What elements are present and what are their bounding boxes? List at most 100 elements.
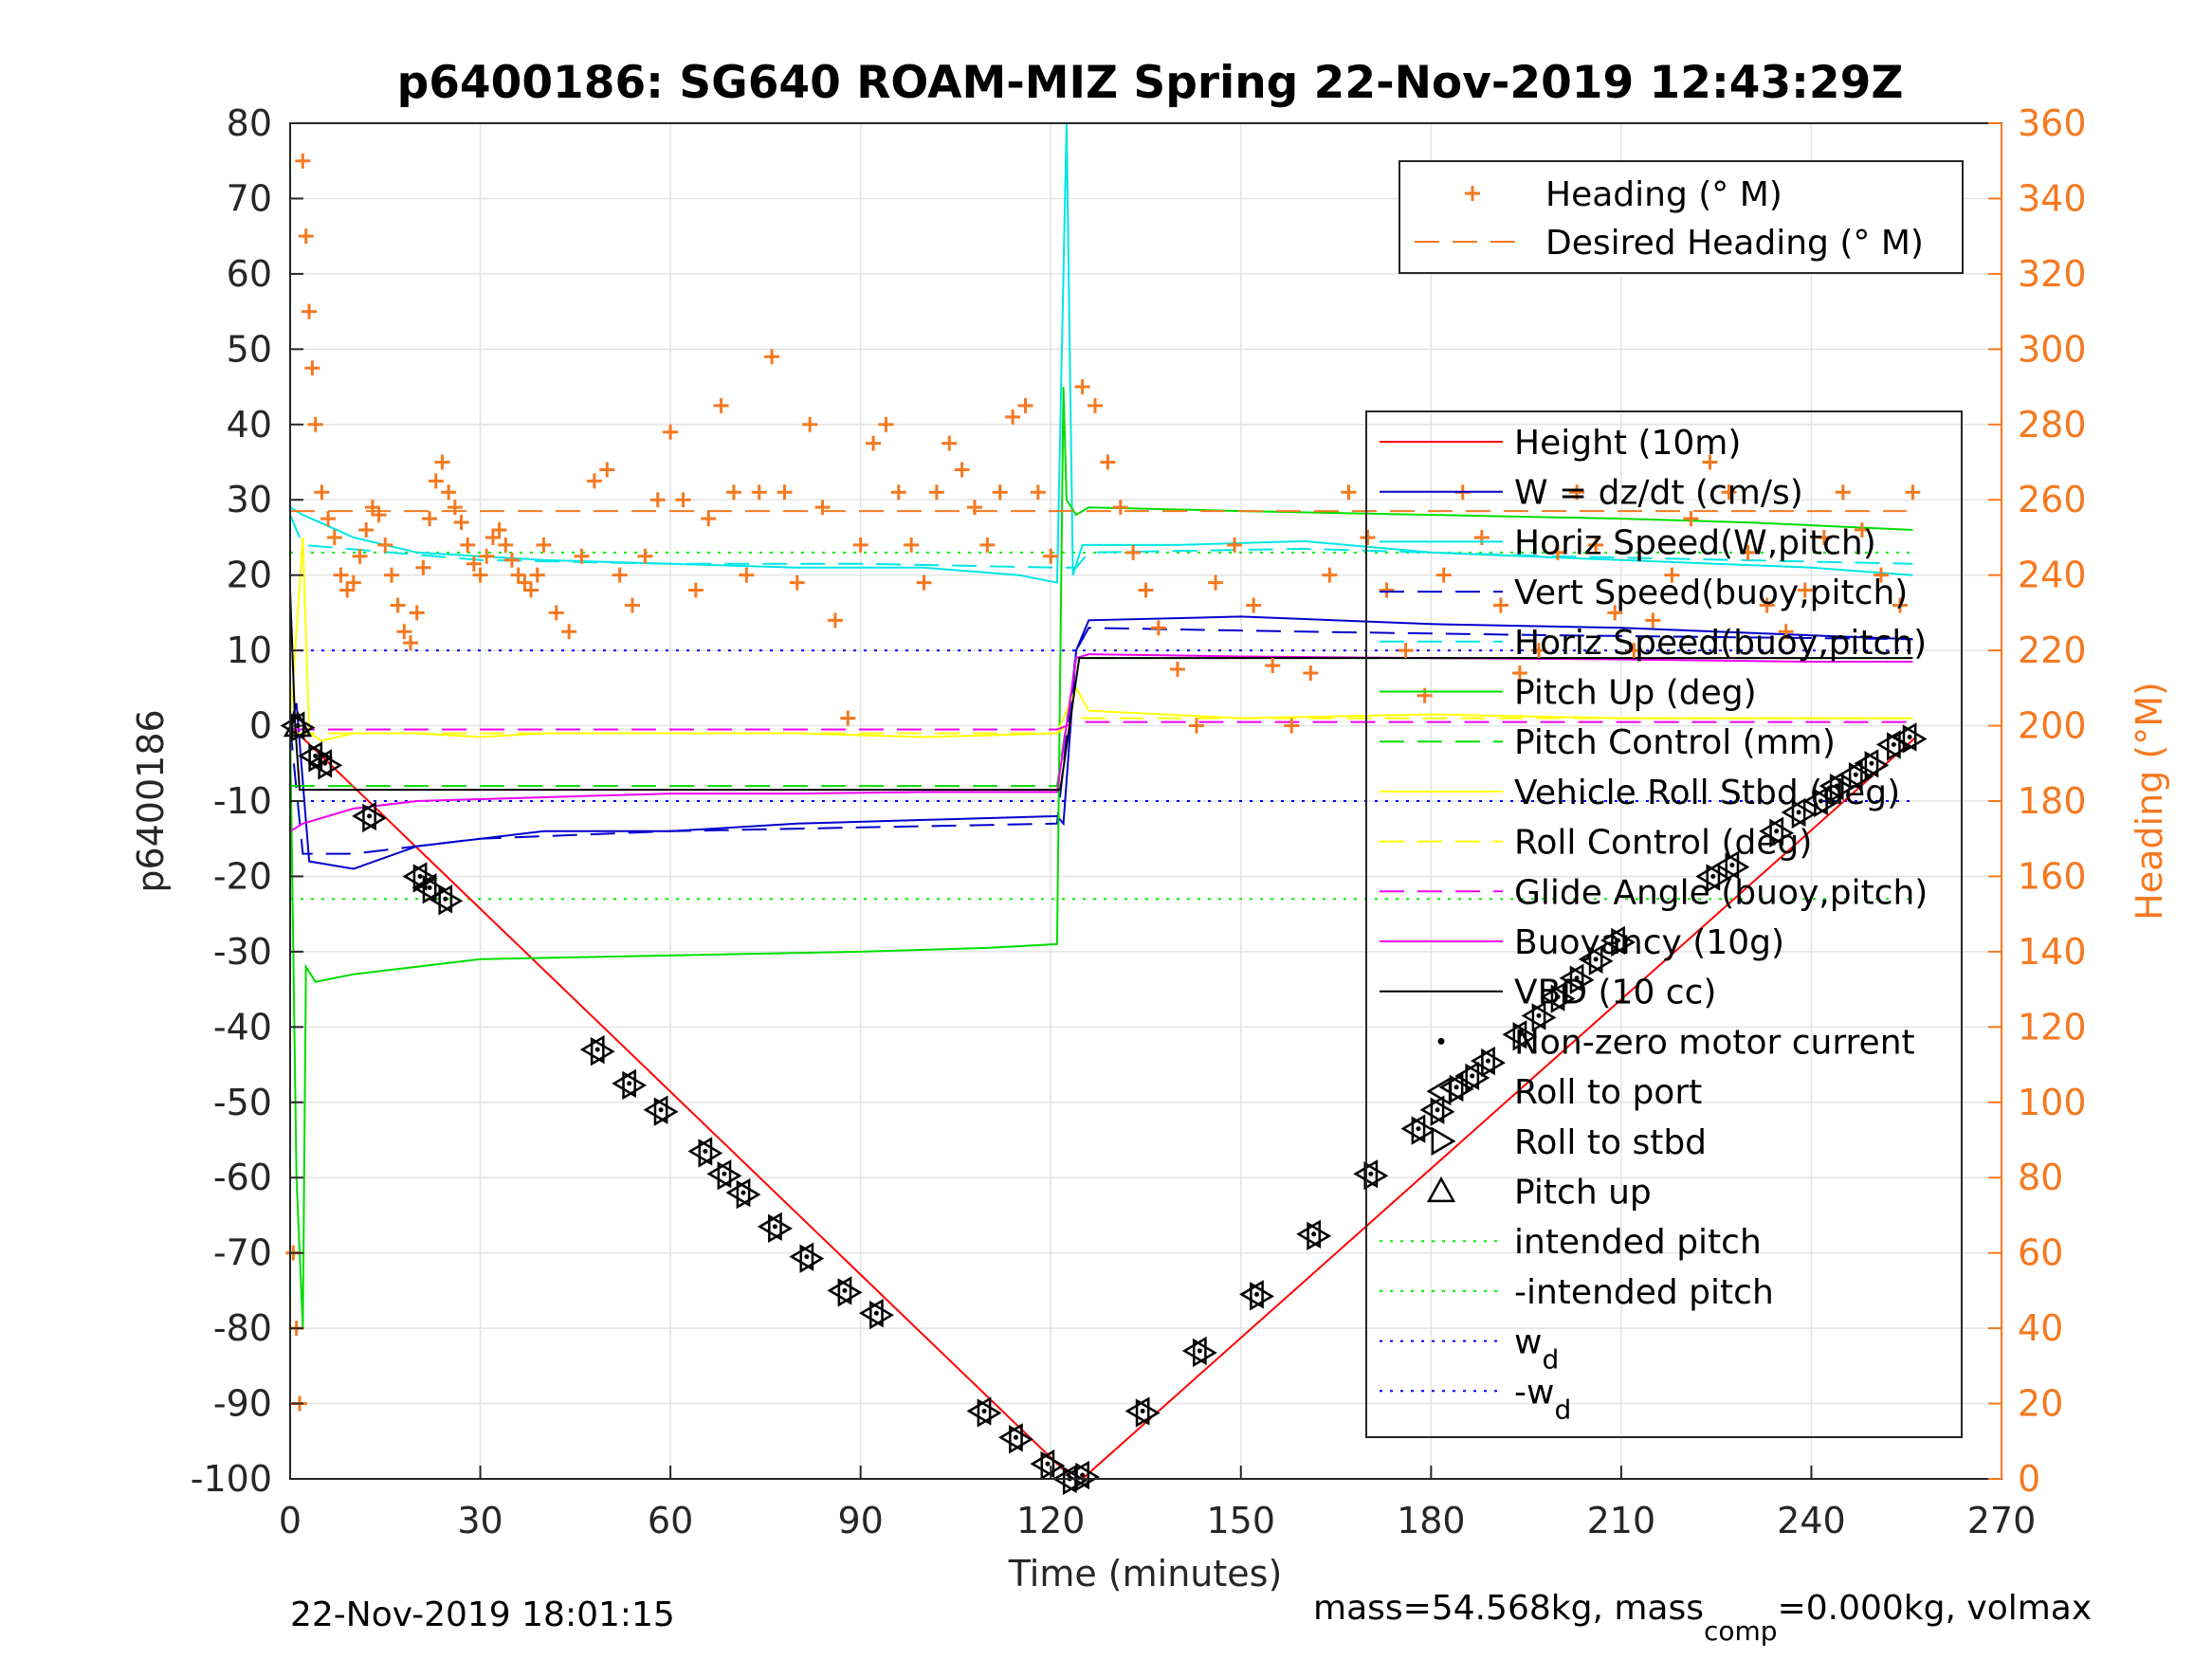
roll-stbd-marker xyxy=(362,803,388,833)
legend-label-main: Pitch Up (deg) xyxy=(1514,674,1757,713)
heading-point xyxy=(663,424,679,440)
y2-tick-label: 20 xyxy=(2018,1383,2063,1425)
y2-tick-label: 100 xyxy=(2018,1082,2087,1123)
heading-point xyxy=(739,567,755,583)
y-axis-label: p6400186 xyxy=(130,709,172,892)
heading-point xyxy=(713,397,729,413)
motor-markers xyxy=(280,710,1928,1496)
heading-point xyxy=(928,484,944,501)
roll-stbd-marker xyxy=(1363,1161,1389,1191)
roll-stbd-marker xyxy=(290,713,316,742)
roll-stbd-marker xyxy=(1791,799,1817,830)
heading-point xyxy=(422,511,438,527)
heading-legend-label: Desired Heading (° M) xyxy=(1545,224,1924,263)
heading-point xyxy=(529,567,545,583)
y-tick-label: -20 xyxy=(213,855,272,897)
heading-point xyxy=(1816,529,1832,545)
heading-point xyxy=(1341,484,1357,501)
roll-stbd-marker xyxy=(1588,946,1614,976)
y-tick-label: -60 xyxy=(213,1157,272,1198)
legend-label-main: -intended pitch xyxy=(1514,1273,1774,1312)
legend-label-main: W = dz/dt (cm/s) xyxy=(1514,474,1803,513)
y2-tick-label: 280 xyxy=(2018,404,2087,446)
motor-current-dot xyxy=(1197,1348,1202,1354)
motor-current-dot xyxy=(740,1190,746,1195)
series-line xyxy=(290,657,1913,788)
legend-label: Horiz Speed(W,pitch) xyxy=(1514,523,1876,562)
heading-point xyxy=(302,303,318,319)
y-tick-label: 80 xyxy=(227,102,272,144)
heading-point xyxy=(1417,687,1433,703)
roll-stbd-marker xyxy=(1848,762,1874,792)
heading-point xyxy=(453,515,469,531)
roll-stbd-marker xyxy=(1706,864,1731,893)
y2-tick-label: 80 xyxy=(2018,1157,2063,1198)
y-tick-label: -80 xyxy=(213,1307,272,1349)
x-tick-label: 30 xyxy=(457,1500,503,1541)
legend-label: Roll Control (deg) xyxy=(1514,824,1812,863)
legend-label: Non-zero motor current xyxy=(1514,1023,1915,1062)
motor-current-dot xyxy=(1080,1472,1086,1478)
roll-stbd-marker xyxy=(977,1398,1002,1428)
heading-point xyxy=(1607,605,1623,621)
legend-label: Pitch Up (deg) xyxy=(1514,674,1757,713)
heading-point xyxy=(1492,597,1508,613)
heading-point xyxy=(1138,582,1154,598)
heading-point xyxy=(1778,624,1794,640)
heading-point xyxy=(352,548,368,564)
motor-current-dot xyxy=(703,1148,708,1154)
legend-marker xyxy=(1431,1126,1456,1156)
heading-point xyxy=(1188,718,1204,734)
x-tick-label: 240 xyxy=(1777,1500,1846,1541)
motor-current-dot xyxy=(1253,1291,1259,1297)
legend-label: Buoyancy (10g) xyxy=(1514,923,1784,962)
legend-label: Pitch Control (mm) xyxy=(1514,723,1836,762)
motor-current-dot xyxy=(1311,1231,1317,1237)
roll-stbd-marker xyxy=(590,1036,615,1066)
legend-label-main: Horiz Speed(buoy,pitch) xyxy=(1514,624,1927,663)
roll-stbd-marker xyxy=(1135,1398,1161,1428)
legend-label: -intended pitch xyxy=(1514,1273,1774,1312)
y-tick-label: 60 xyxy=(227,253,272,295)
heading-point xyxy=(1125,544,1142,560)
legend-marker xyxy=(1426,1176,1456,1203)
roll-stbd-marker xyxy=(837,1278,863,1307)
y-axis: 80 70 60 50 40 30 20 10 0 -10 -20 -30 -40 -50 -60 -70 -8… xyxy=(191,102,303,1500)
heading-point xyxy=(396,624,412,640)
legend-label: VBD (10 cc) xyxy=(1514,974,1716,1012)
legend-label: wd xyxy=(1514,1323,1559,1376)
legend-label-main: intended pitch xyxy=(1514,1223,1762,1262)
heading-point xyxy=(979,537,996,553)
y2-tick-label: 300 xyxy=(2018,328,2087,370)
chart-title: p6400186: SG640 ROAM-MIZ Spring 22-Nov-2… xyxy=(397,57,1904,109)
motor-current-dot xyxy=(1729,863,1735,868)
x-tick-label: 0 xyxy=(279,1500,302,1541)
roll-stbd-marker xyxy=(1512,1022,1538,1051)
roll-stbd-marker xyxy=(1192,1338,1217,1368)
heading-point xyxy=(1043,548,1059,564)
heading-point xyxy=(1626,643,1642,659)
heading-point xyxy=(1645,612,1661,629)
motor-current-dot xyxy=(842,1287,848,1293)
y2-tick-label: 40 xyxy=(2018,1307,2063,1349)
motor-current-dot xyxy=(1593,957,1599,962)
x-tick-label: 90 xyxy=(837,1500,883,1541)
heading-point xyxy=(637,548,653,564)
motor-current-dot xyxy=(1536,1012,1542,1018)
heading-point xyxy=(1905,484,1921,501)
roll-stbd-marker xyxy=(736,1179,761,1210)
heading-point xyxy=(852,537,868,553)
motor-current-dot xyxy=(1853,772,1858,777)
motor-current-dot xyxy=(367,813,373,819)
heading-point xyxy=(1759,597,1775,613)
heading-point xyxy=(326,529,342,545)
heading-point xyxy=(789,574,805,591)
heading-point xyxy=(447,500,463,516)
legend-marker xyxy=(1437,1037,1445,1045)
motor-current-dot xyxy=(1470,1073,1475,1079)
heading-point xyxy=(1030,484,1046,501)
y2-tick-label: 160 xyxy=(2018,855,2087,897)
heading-point xyxy=(1088,397,1104,413)
heading-point xyxy=(1550,544,1566,560)
